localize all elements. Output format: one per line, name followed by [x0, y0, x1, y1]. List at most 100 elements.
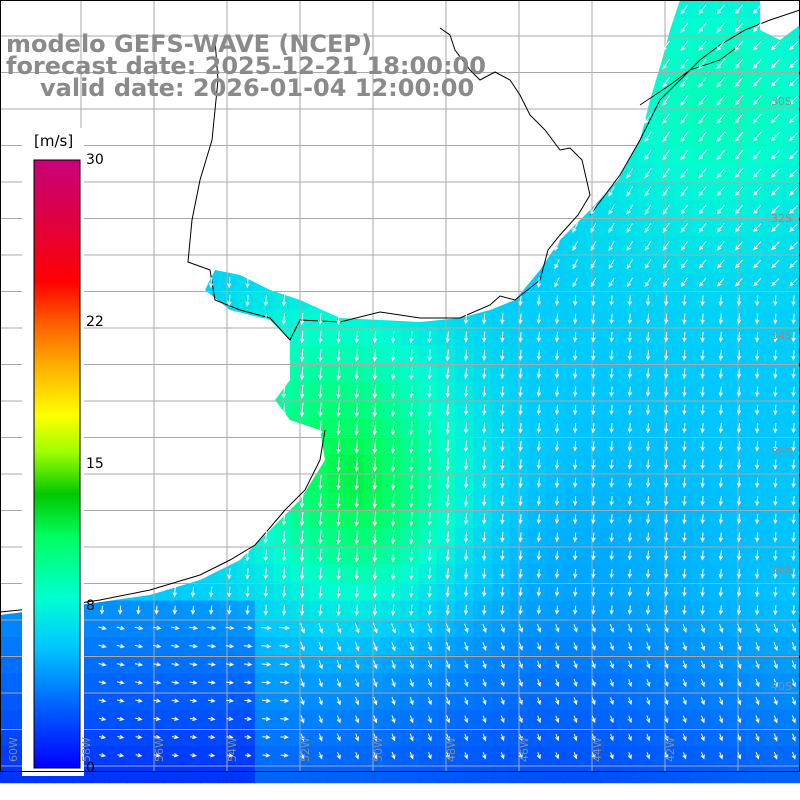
wind-arrow: [680, 186, 689, 197]
speed-cell: [637, 564, 656, 583]
wind-arrow: [189, 716, 198, 722]
speed-cell: [491, 327, 511, 347]
wind-arrow: [281, 402, 287, 418]
wind-arrow: [664, 423, 669, 434]
wind-arrow: [698, 149, 707, 161]
wind-arrow: [773, 532, 778, 543]
speed-cell: [746, 145, 765, 165]
speed-cell: [618, 382, 638, 401]
wind-arrow: [463, 586, 469, 598]
speed-cell: [618, 509, 638, 529]
wind-arrow: [500, 678, 505, 687]
wind-arrow: [207, 643, 217, 649]
speed-cell: [418, 564, 438, 583]
wind-arrow: [664, 331, 669, 343]
wind-arrow: [354, 438, 359, 455]
wind-arrow: [336, 530, 341, 545]
wind-arrow: [261, 643, 272, 649]
wind-arrow: [372, 623, 378, 634]
speed-cell: [309, 728, 329, 747]
speed-cell: [709, 0, 729, 19]
speed-cell: [564, 546, 583, 565]
wind-arrow: [189, 625, 199, 631]
speed-cell: [709, 655, 729, 674]
wind-arrow: [136, 605, 141, 615]
speed-cell: [473, 327, 492, 347]
speed-cell: [746, 218, 765, 238]
wind-arrow: [189, 643, 198, 649]
speed-cell: [764, 637, 784, 656]
wind-arrow: [664, 697, 669, 706]
wind-arrow: [518, 422, 523, 434]
wind-arrow: [281, 586, 287, 598]
wind-arrow: [609, 350, 614, 361]
wind-arrow: [500, 587, 505, 598]
wind-arrow: [737, 678, 742, 688]
wind-arrow: [645, 514, 651, 525]
speed-cell: [600, 364, 620, 383]
wind-arrow: [773, 586, 778, 598]
wind-arrow: [208, 698, 216, 703]
speed-cell: [764, 546, 784, 565]
speed-cell: [728, 218, 747, 238]
speed-cell: [546, 364, 565, 383]
wind-arrow: [773, 495, 778, 507]
speed-cell: [691, 582, 711, 602]
wind-arrow: [318, 604, 323, 617]
wind-arrow: [719, 642, 724, 652]
speed-cell: [109, 655, 128, 674]
wind-arrow: [318, 312, 323, 326]
speed-cell: [746, 236, 765, 256]
speed-cell: [145, 764, 165, 784]
wind-arrow: [626, 186, 634, 197]
wind-arrow: [680, 4, 689, 15]
speed-cell: [728, 145, 747, 165]
speed-cell: [473, 455, 492, 474]
wind-arrow: [591, 386, 596, 398]
speed-cell: [600, 291, 620, 310]
wind-arrow: [427, 660, 432, 670]
wind-arrow: [626, 204, 634, 215]
wind-arrow: [354, 623, 360, 634]
wind-arrow: [737, 696, 742, 706]
wind-arrow: [773, 477, 778, 489]
speed-cell: [691, 546, 711, 565]
wind-arrow: [773, 623, 778, 634]
wind-arrow: [409, 403, 414, 417]
wind-arrow: [390, 402, 396, 418]
speed-cell: [709, 54, 729, 74]
wind-arrow: [279, 625, 291, 631]
speed-cell: [673, 309, 693, 329]
wind-arrow: [752, 204, 762, 215]
speed-cell: [0, 709, 19, 729]
longitude-label: 44W: [591, 737, 604, 762]
wind-arrow: [463, 458, 469, 471]
wind-arrow: [791, 623, 797, 634]
speed-cell: [400, 709, 420, 729]
speed-cell: [673, 327, 693, 347]
speed-cell: [673, 127, 693, 147]
speed-cell: [455, 764, 474, 784]
speed-cell: [618, 327, 638, 347]
speed-cell: [600, 345, 620, 365]
speed-cell: [145, 709, 165, 729]
speed-cell: [673, 18, 693, 37]
wind-arrow: [662, 58, 671, 70]
wind-arrow: [225, 662, 235, 667]
wind-arrow: [718, 623, 724, 633]
wind-arrow: [336, 312, 341, 326]
speed-cell: [709, 72, 729, 92]
wind-arrow: [299, 604, 305, 617]
speed-cell: [327, 600, 347, 620]
wind-arrow: [791, 696, 796, 706]
wind-arrow: [770, 59, 780, 69]
speed-cell: [600, 418, 620, 438]
wind-arrow: [645, 550, 651, 561]
wind-arrow: [755, 641, 760, 652]
speed-cell: [691, 655, 711, 674]
wind-arrow: [281, 567, 287, 581]
speed-cell: [309, 655, 329, 674]
speed-cell: [400, 473, 420, 492]
wind-arrow: [627, 605, 633, 616]
wind-arrow: [518, 514, 523, 525]
